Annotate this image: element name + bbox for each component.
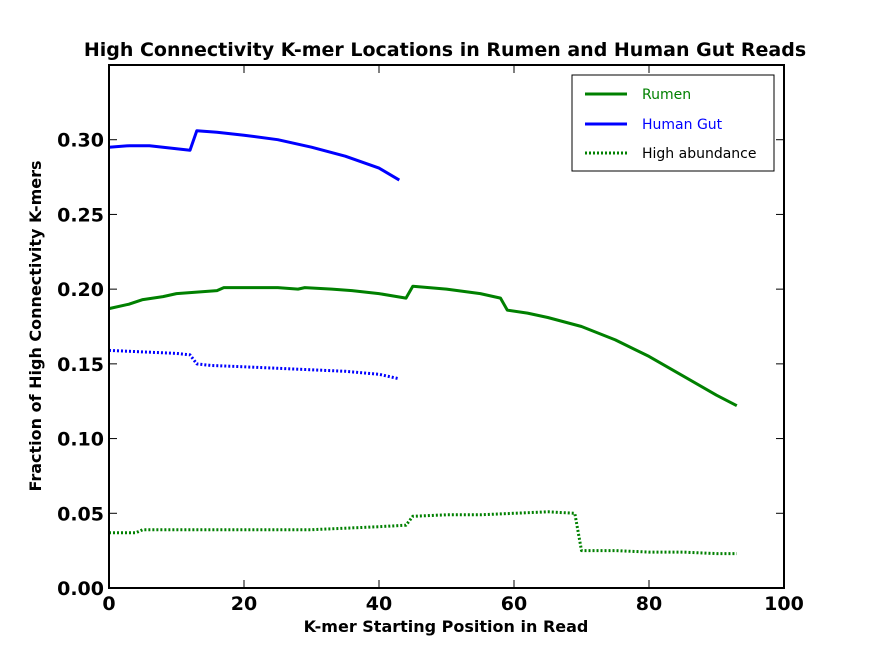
- legend-label-human-gut: Human Gut: [642, 117, 723, 133]
- series-rumen-line: [108, 284, 738, 408]
- y-tick-label: 0.15: [57, 354, 104, 376]
- y-tick-label: 0.00: [57, 578, 104, 600]
- y-tick-label: 0.30: [57, 130, 104, 152]
- x-tick-label: 80: [636, 593, 662, 615]
- series-human-gut-high-abundance-line: [108, 348, 400, 381]
- series-human-gut-line: [108, 129, 401, 182]
- y-tick-label: 0.05: [57, 503, 104, 525]
- series-layer: [108, 129, 738, 556]
- y-axis-label: Fraction of High Connectivity K-mers: [26, 160, 45, 491]
- x-axis-label: K-mer Starting Position in Read: [304, 617, 589, 636]
- x-tick-label: 60: [501, 593, 527, 615]
- y-tick-label: 0.20: [57, 279, 104, 301]
- legend-label-rumen: Rumen: [642, 87, 691, 103]
- x-tick-label: 20: [231, 593, 257, 615]
- chart-title: High Connectivity K-mer Locations in Rum…: [84, 39, 806, 61]
- y-tick-label: 0.25: [57, 204, 104, 226]
- plot-frame: [108, 64, 785, 589]
- x-tick-label: 100: [764, 593, 804, 615]
- x-tick-label: 0: [102, 593, 115, 615]
- x-tick-label: 40: [366, 593, 392, 615]
- legend: Rumen Human Gut High abundance: [571, 74, 775, 172]
- ticks-layer: 0 20 40 60 80 100 0.00 0.05 0.10 0.15 0.20 0.25 0.30: [57, 65, 804, 615]
- legend-label-high-abundance: High abundance: [642, 146, 757, 162]
- series-rumen-high-abundance-line: [109, 510, 737, 556]
- y-tick-label: 0.10: [57, 429, 104, 451]
